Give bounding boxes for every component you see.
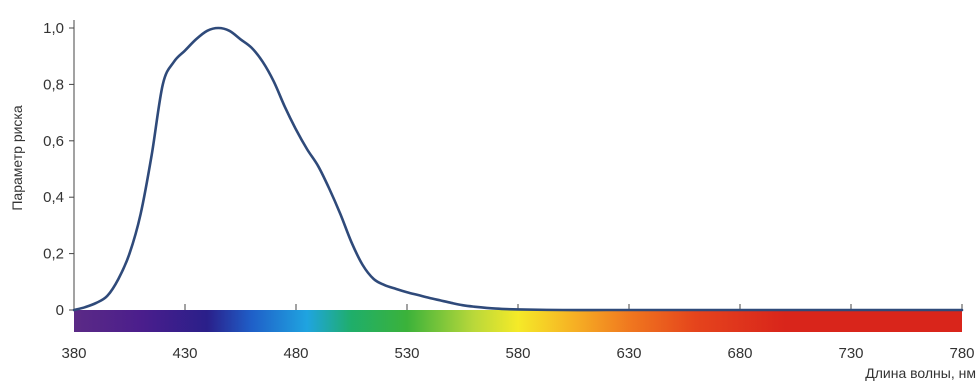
x-tick-label: 580 (505, 345, 530, 362)
x-tick-label: 430 (172, 345, 197, 362)
y-axis-ticks: 0 0,2 0,4 0,6 0,8 1,0 (43, 20, 74, 319)
x-tick-label: 530 (394, 345, 419, 362)
x-tick-label: 680 (727, 345, 752, 362)
x-tick-label: 380 (61, 345, 86, 362)
y-axis-title: Параметр риска (9, 105, 25, 210)
spectrum-band (74, 310, 962, 332)
x-tick-label: 630 (616, 345, 641, 362)
y-tick-label: 0,8 (43, 76, 64, 93)
x-tick-label: 780 (949, 345, 974, 362)
x-tick-label: 480 (283, 345, 308, 362)
x-tick-label: 730 (838, 345, 863, 362)
y-tick-label: 1,0 (43, 20, 64, 37)
series-line-risk (72, 26, 964, 312)
y-tick-label: 0,2 (43, 246, 64, 263)
y-tick-label: 0 (56, 302, 64, 319)
y-tick-label: 0,6 (43, 133, 64, 150)
x-axis-title: Длина волны, нм (865, 365, 976, 381)
y-tick-label: 0,4 (43, 189, 64, 206)
x-axis-ticks: 380 430 480 530 580 630 680 730 780 (61, 304, 975, 362)
